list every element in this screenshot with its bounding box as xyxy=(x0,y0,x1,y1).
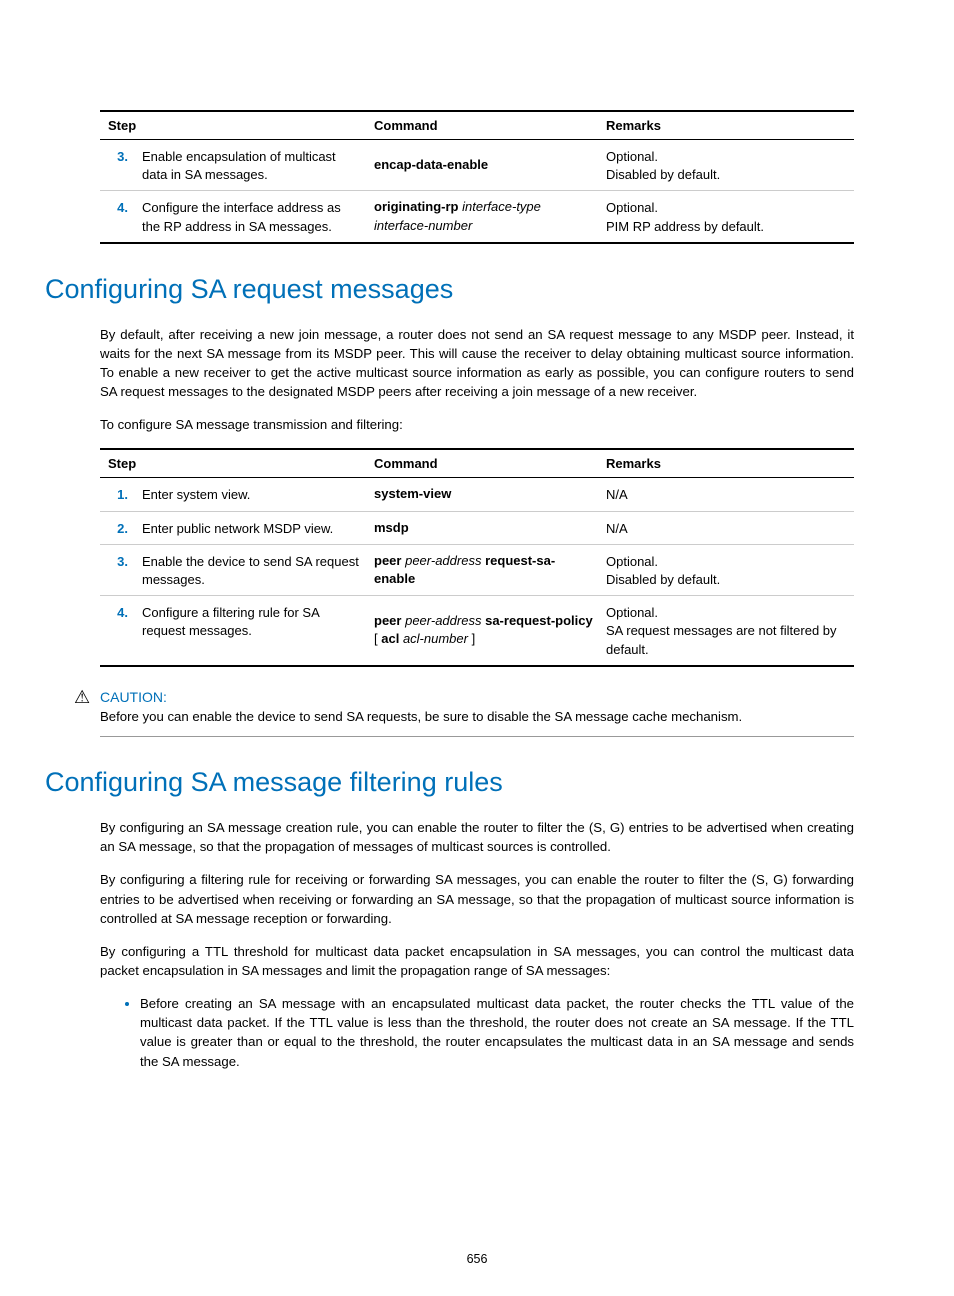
step-action: Enter system view. xyxy=(136,478,368,511)
step-remarks: Optional.PIM RP address by default. xyxy=(600,191,854,243)
step-number: 1. xyxy=(100,478,136,511)
step-number: 3. xyxy=(100,140,136,191)
heading-configuring-sa-request: Configuring SA request messages xyxy=(45,274,854,305)
heading-configuring-sa-filtering: Configuring SA message filtering rules xyxy=(45,767,854,798)
step-remarks: Optional.Disabled by default. xyxy=(600,140,854,191)
step-command: originating-rp interface-typeinterface-n… xyxy=(368,191,600,243)
paragraph: By default, after receiving a new join m… xyxy=(100,325,854,402)
step-number: 4. xyxy=(100,596,136,666)
col-remarks: Remarks xyxy=(600,111,854,140)
paragraph: To configure SA message transmission and… xyxy=(100,415,854,434)
table-sa-request: Step Command Remarks 1.Enter system view… xyxy=(100,448,854,666)
paragraph: By configuring an SA message creation ru… xyxy=(100,818,854,856)
step-remarks: N/A xyxy=(600,478,854,511)
caution-label: CAUTION: xyxy=(100,689,167,705)
step-action: Enter public network MSDP view. xyxy=(136,511,368,544)
step-number: 2. xyxy=(100,511,136,544)
step-action: Enable encapsulation of multicast data i… xyxy=(136,140,368,191)
col-remarks: Remarks xyxy=(600,449,854,478)
step-command: msdp xyxy=(368,511,600,544)
caution-icon: ⚠ xyxy=(74,687,100,706)
step-command: peer peer-address sa-request-policy[ acl… xyxy=(368,596,600,666)
step-command: peer peer-address request-sa-enable xyxy=(368,544,600,595)
paragraph: By configuring a TTL threshold for multi… xyxy=(100,942,854,980)
col-command: Command xyxy=(368,111,600,140)
step-action: Enable the device to send SA request mes… xyxy=(136,544,368,595)
step-action: Configure a filtering rule for SA reques… xyxy=(136,596,368,666)
step-number: 4. xyxy=(100,191,136,243)
paragraph: By configuring a filtering rule for rece… xyxy=(100,870,854,927)
list-item: Before creating an SA message with an en… xyxy=(140,994,854,1071)
step-remarks: Optional.SA request messages are not fil… xyxy=(600,596,854,666)
step-action: Configure the interface address as the R… xyxy=(136,191,368,243)
step-command: system-view xyxy=(368,478,600,511)
step-remarks: N/A xyxy=(600,511,854,544)
step-remarks: Optional.Disabled by default. xyxy=(600,544,854,595)
step-command: encap-data-enable xyxy=(368,140,600,191)
col-step: Step xyxy=(100,111,368,140)
step-number: 3. xyxy=(100,544,136,595)
col-step: Step xyxy=(100,449,368,478)
table-sa-message-content: Step Command Remarks 3.Enable encapsulat… xyxy=(100,110,854,244)
caution-box: ⚠ CAUTION: Before you can enable the dev… xyxy=(100,687,854,737)
caution-text: Before you can enable the device to send… xyxy=(100,709,742,724)
page-number: 656 xyxy=(0,1252,954,1266)
col-command: Command xyxy=(368,449,600,478)
